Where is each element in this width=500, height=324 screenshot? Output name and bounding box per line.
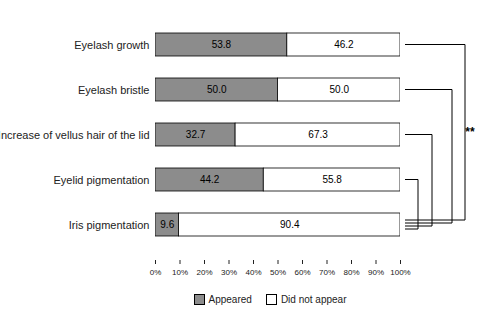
svg-text:60%: 60% bbox=[294, 268, 310, 277]
svg-text:30%: 30% bbox=[221, 268, 237, 277]
svg-text:Increase of vellus hair of the: Increase of vellus hair of the lid bbox=[0, 129, 150, 141]
svg-text:80%: 80% bbox=[343, 268, 359, 277]
html-text:Appeared: Appeared bbox=[208, 294, 252, 305]
svg-text:50.0: 50.0 bbox=[330, 84, 350, 95]
svg-text:46.2: 46.2 bbox=[334, 39, 354, 50]
svg-text:Iris pigmentation: Iris pigmentation bbox=[69, 219, 150, 231]
svg-text:40%: 40% bbox=[245, 268, 261, 277]
svg-text:70%: 70% bbox=[319, 268, 335, 277]
svg-text:Eyelash bristle: Eyelash bristle bbox=[78, 84, 150, 96]
svg-text:90%: 90% bbox=[368, 268, 384, 277]
svg-text:67.3: 67.3 bbox=[308, 129, 328, 140]
svg-text:**: ** bbox=[465, 125, 475, 139]
svg-text:20%: 20% bbox=[196, 268, 212, 277]
svg-text:53.8: 53.8 bbox=[212, 39, 232, 50]
svg-text:9.6: 9.6 bbox=[160, 219, 174, 230]
svg-text:32.7: 32.7 bbox=[186, 129, 206, 140]
svg-text:50%: 50% bbox=[270, 268, 286, 277]
html-text:Did not appear: Did not appear bbox=[280, 294, 347, 305]
svg-text:55.8: 55.8 bbox=[322, 174, 342, 185]
svg-text:0%: 0% bbox=[150, 268, 162, 277]
svg-text:50.0: 50.0 bbox=[207, 84, 227, 95]
svg-text:100%: 100% bbox=[390, 268, 410, 277]
svg-text:44.2: 44.2 bbox=[200, 174, 220, 185]
svg-text:90.4: 90.4 bbox=[280, 219, 300, 230]
svg-text:10%: 10% bbox=[172, 268, 188, 277]
svg-text:Eyelid pigmentation: Eyelid pigmentation bbox=[53, 174, 149, 186]
svg-text:Eyelash growth: Eyelash growth bbox=[74, 39, 149, 51]
